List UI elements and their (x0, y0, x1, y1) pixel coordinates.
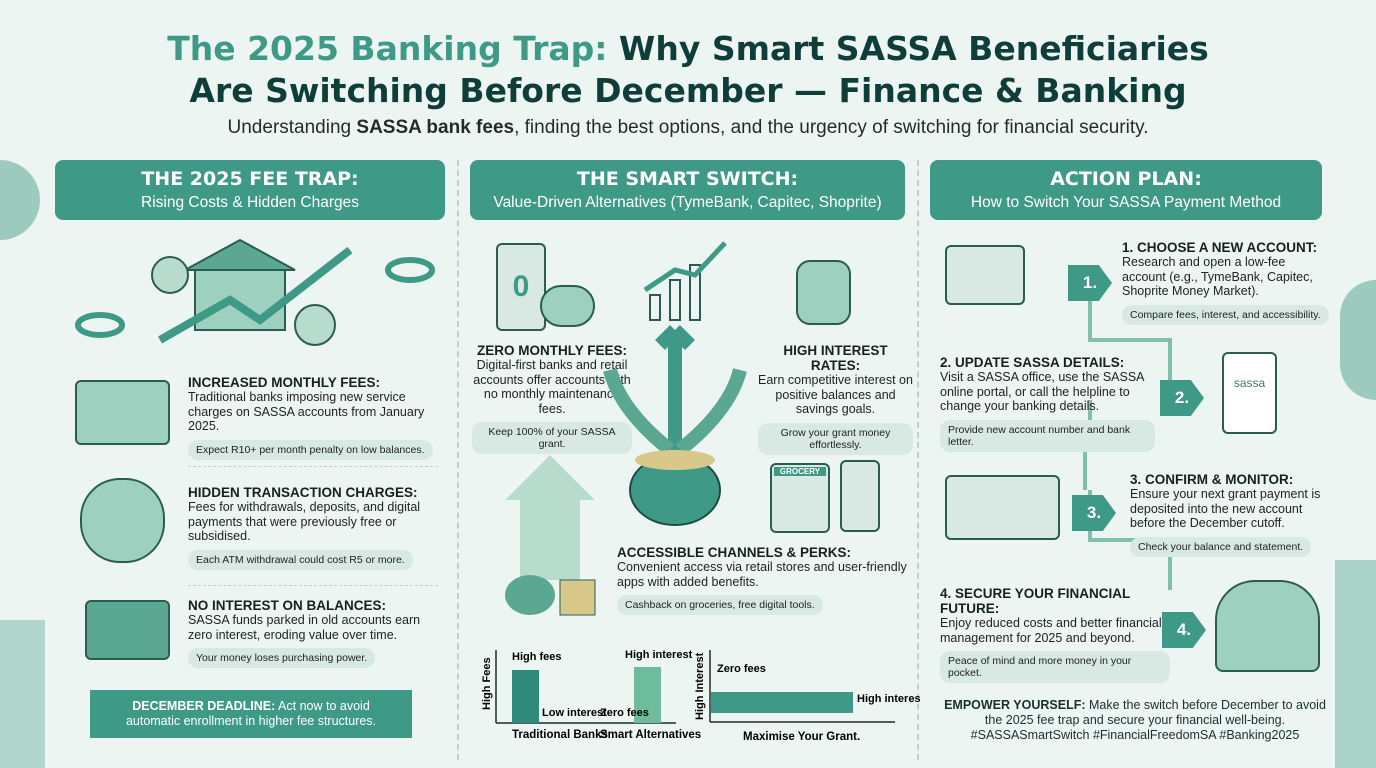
sassa-document-pen-icon: sassa (1222, 352, 1277, 434)
channels-block: ACCESSIBLE CHANNELS & PERKS: Convenient a… (617, 545, 907, 615)
receipt-magnifier-icon (80, 478, 165, 563)
subtitle: Understanding SASSA bank fees, finding t… (227, 117, 1149, 138)
fees-comparison-chart: High Fees High fees Low interest Zero fe… (481, 649, 920, 743)
fee-item: INCREASED MONTHLY FEES: Traditional banks… (188, 375, 443, 460)
step-3: 3. CONFIRM & MONITOR: Ensure your next gr… (1130, 472, 1330, 557)
bar-label: Zero fees (717, 663, 766, 675)
family-shield-icon (1215, 580, 1320, 672)
zero-fees-block: ZERO MONTHLY FEES: Digital-first banks an… (472, 343, 632, 454)
bar-label: Low interest (542, 707, 607, 719)
coins-calendar-icon (75, 380, 170, 445)
action-plan-banner: ACTION PLAN: How to Switch Your SASSA Pay… (930, 160, 1322, 220)
bar-label: High interest (857, 693, 920, 705)
fee-item: HIDDEN TRANSACTION CHARGES: Fees for with… (188, 485, 443, 570)
empower-message: EMPOWER YOURSELF: Make the switch before… (944, 698, 1326, 742)
growth-chart-icon (643, 241, 727, 321)
step-4-marker: 4. (1162, 612, 1206, 648)
savings-jar-icon (796, 260, 851, 325)
calendar-card-icon (945, 475, 1060, 540)
bar-traditional-fees (512, 670, 539, 723)
step-2-marker: 2. (1160, 380, 1204, 416)
bar-label: Zero fees (600, 707, 649, 719)
piggy-bank-icon (540, 285, 595, 327)
page-title: The 2025 Banking Trap: Why Smart SASSA B… (167, 29, 1209, 110)
grocery-store-icon: GROCERY (770, 463, 830, 533)
step-1-marker: 1. (1068, 265, 1112, 301)
money-growth-illustration (505, 455, 596, 616)
bar-smart-interest (634, 667, 661, 723)
fee-item: NO INTEREST ON BALANCES: SASSA funds park… (188, 598, 443, 668)
grant-bar (711, 692, 853, 713)
bar-label: High interest (625, 649, 693, 661)
hashtags: #SASSASmartSwitch #FinancialFreedomSA #B… (970, 728, 1300, 742)
computer-user-icon (945, 245, 1025, 305)
decorative-shape (0, 620, 45, 768)
wallet-icon (85, 600, 170, 660)
phone-zero-icon: 0 (496, 243, 546, 331)
fee-trap-banner: THE 2025 FEE TRAP: Rising Costs & Hidden … (55, 160, 445, 220)
decorative-shape (0, 160, 40, 240)
decorative-shape (1335, 560, 1376, 768)
bank-chain-illustration (75, 238, 435, 346)
december-deadline-ribbon: DECEMBER DEADLINE: Act now to avoid auto… (90, 690, 412, 738)
x-tick-label: Traditional Banks (512, 729, 608, 741)
x-tick-label: Smart Alternatives (600, 729, 701, 741)
decorative-shape (1340, 280, 1376, 400)
smart-switch-banner: THE SMART SWITCH: Value-Driven Alternativ… (470, 160, 905, 220)
y-axis-label: High Fees (481, 657, 493, 710)
phone-qr-icon (840, 460, 880, 532)
step-4: 4. SECURE YOUR FINANCIAL FUTURE: Enjoy re… (940, 586, 1170, 683)
interest-block: HIGH INTEREST RATES: Earn competitive int… (758, 343, 913, 455)
y-axis-label: High Interest (694, 652, 706, 720)
bar-label: High fees (512, 651, 562, 663)
x-axis-label: Maximise Your Grant. (743, 731, 860, 743)
pot-of-gold-arrows-illustration (603, 325, 747, 526)
step-2: 2. UPDATE SASSA DETAILS: Visit a SASSA of… (940, 355, 1155, 452)
step-1: 1. CHOOSE A NEW ACCOUNT: Research and ope… (1122, 240, 1332, 325)
